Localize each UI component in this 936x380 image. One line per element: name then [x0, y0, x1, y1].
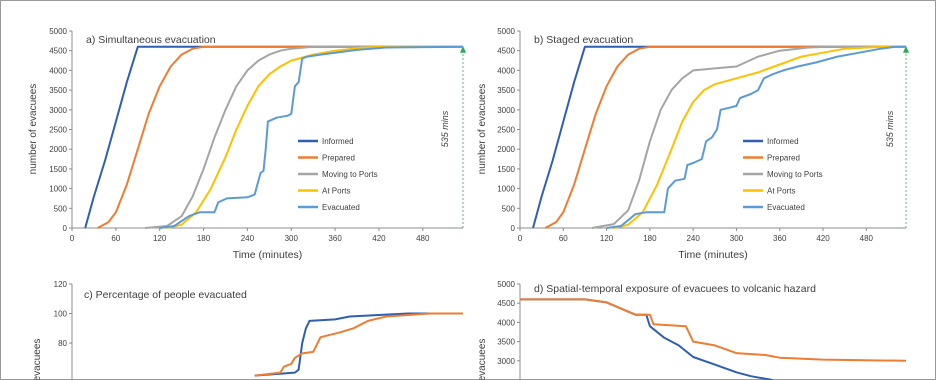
x-tick-label: 60 [111, 234, 120, 243]
legend-label: Evacuated [767, 203, 805, 212]
y-tick-label: 100 [54, 310, 68, 319]
chart-title: c) Percentage of people evacuated [84, 289, 247, 301]
legend-label: Moving to Ports [322, 170, 378, 179]
series-line-at-ports [166, 45, 463, 229]
y-tick-label: 2000 [497, 145, 515, 154]
series-line-1 [254, 312, 463, 377]
y-tick-label: 1500 [49, 165, 67, 174]
series-line-1 [520, 298, 773, 380]
chart-title: a) Simultaneous evacuation [86, 34, 216, 46]
chart-panel-d: 3000 3500 4000 4500 5000 evacuees d) Spatial-t… [477, 280, 907, 380]
y-tick-label: 3000 [497, 357, 515, 366]
x-axis-label: Time (minutes) [233, 249, 303, 261]
x-tick-label: 420 [816, 234, 830, 243]
x-tick-label: 240 [686, 234, 700, 243]
y-tick-label: 1500 [497, 165, 515, 174]
chart-panel-b: 0500100015002000250030003500400045005000… [477, 27, 909, 261]
annotation-label: 535 mins [885, 110, 895, 147]
chart-title: d) Spatial-temporal exposure of evacuees… [534, 283, 816, 295]
series-line-evacuated [606, 45, 906, 229]
x-tick-label: 480 [416, 234, 430, 243]
annotation-arrow [903, 45, 909, 53]
x-tick-label: 180 [643, 234, 657, 243]
y-tick-label: 4000 [49, 66, 67, 75]
x-tick-label: 480 [860, 234, 874, 243]
legend-label: Evacuated [322, 203, 360, 212]
y-tick-label: 3000 [49, 106, 67, 115]
x-tick-label: 420 [372, 234, 386, 243]
y-tick-label: 5000 [497, 27, 515, 36]
y-tick-label: 80 [58, 339, 67, 348]
y-tick-label: 4000 [497, 318, 515, 327]
x-tick-label: 60 [559, 234, 568, 243]
x-tick-label: 0 [70, 234, 75, 243]
y-tick-label: 1000 [497, 185, 515, 194]
series-line-prepared [544, 45, 906, 229]
legend-label: Prepared [767, 154, 800, 163]
y-tick-label: 4500 [497, 47, 515, 56]
x-axis-label: Time (minutes) [678, 249, 748, 261]
annotation-label: 535 mins [440, 110, 450, 147]
y-tick-label: 4500 [497, 299, 515, 308]
legend-label: Informed [767, 137, 799, 146]
y-tick-label: 3500 [497, 338, 515, 347]
y-tick-label: 0 [511, 224, 516, 233]
series-line-moving-to-ports [591, 45, 906, 229]
y-tick-label: 1000 [49, 185, 67, 194]
series-line-moving-to-ports [145, 45, 463, 229]
y-tick-label: 3500 [497, 86, 515, 95]
y-axis-label: number of evacuees [477, 84, 488, 175]
y-tick-label: 4000 [497, 66, 515, 75]
y-tick-label: 3000 [497, 106, 515, 115]
y-axis-label: evacuees [477, 339, 488, 380]
y-axis-label: evacuees [32, 339, 43, 380]
annotation-arrow [460, 45, 466, 53]
x-tick-label: 120 [153, 234, 167, 243]
y-tick-label: 0 [63, 224, 68, 233]
x-tick-label: 300 [730, 234, 744, 243]
legend-label: At Ports [767, 187, 795, 196]
y-tick-label: 2500 [497, 126, 515, 135]
y-tick-label: 500 [54, 204, 68, 213]
series-line-2 [520, 298, 907, 362]
x-tick-label: 120 [600, 234, 614, 243]
chart-panel-a: 0500100015002000250030003500400045005000… [28, 27, 466, 261]
legend-label: Moving to Ports [767, 170, 823, 179]
chart-panel-c: 80 100 120 evacuees c) Percentage of people … [32, 280, 463, 380]
series-line-informed [84, 45, 463, 229]
y-tick-label: 120 [54, 280, 68, 289]
x-tick-label: 180 [197, 234, 211, 243]
y-tick-label: 5000 [497, 280, 515, 289]
series-line-informed [532, 45, 906, 229]
y-tick-label: 3500 [49, 86, 67, 95]
series-line-evacuated [159, 45, 464, 229]
series-line-prepared [97, 45, 463, 229]
y-tick-label: 500 [502, 204, 516, 213]
y-axis-label: number of evacuees [28, 84, 39, 175]
y-tick-label: 4500 [49, 47, 67, 56]
x-tick-label: 360 [328, 234, 342, 243]
y-tick-label: 2000 [49, 145, 67, 154]
legend-label: Prepared [322, 154, 355, 163]
y-tick-label: 2500 [49, 126, 67, 135]
y-tick-label: 5000 [49, 27, 67, 36]
legend-label: At Ports [322, 187, 350, 196]
x-tick-label: 300 [285, 234, 299, 243]
legend-label: Informed [322, 137, 354, 146]
series-line-at-ports [613, 45, 906, 229]
x-tick-label: 240 [241, 234, 255, 243]
x-tick-label: 360 [773, 234, 787, 243]
chart-title: b) Staged evacuation [534, 34, 633, 46]
series-line-2 [254, 312, 463, 377]
x-tick-label: 0 [518, 234, 523, 243]
